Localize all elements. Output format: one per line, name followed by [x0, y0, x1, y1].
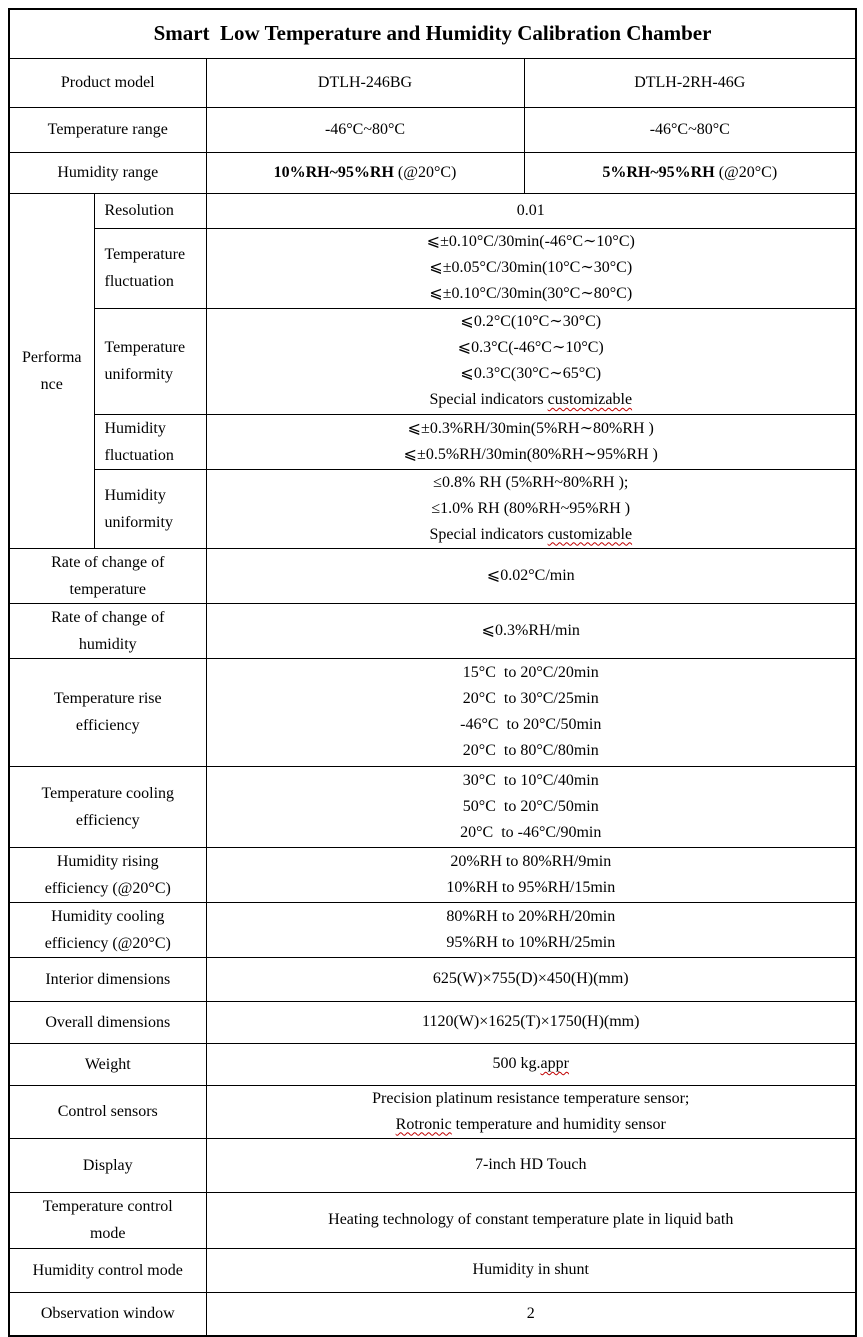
temperature-control-mode-label: Temperature control mode: [8, 1191, 207, 1249]
rate-change-humidity-value: ⩽0.3%RH/min: [205, 602, 857, 659]
humidity-control-mode-label: Humidity control mode: [8, 1247, 207, 1293]
rate-change-temperature-label: Rate of change of temperature: [8, 547, 207, 604]
spec-table: Smart Low Temperature and Humidity Calib…: [8, 8, 858, 1337]
weight-value: 500 kg.appr: [205, 1042, 857, 1086]
humidity-range-a-bold: 10%RH~95%RH: [273, 163, 394, 181]
control-sensors-value: Precision platinum resistance temperatur…: [205, 1084, 857, 1139]
humidity-range-a-rest: (@20°C): [393, 163, 457, 181]
humidity-range-label: Humidity range: [8, 151, 207, 194]
rate-change-humidity-label: Rate of change of humidity: [8, 602, 207, 659]
performance-label: Performa nce: [8, 192, 95, 549]
temperature-control-mode-value: Heating technology of constant temperatu…: [205, 1191, 857, 1249]
product-model-b: DTLH-2RH-46G: [523, 57, 857, 108]
rate-change-temperature-value: ⩽0.02°C/min: [205, 547, 857, 604]
resolution-value: 0.01: [205, 192, 857, 229]
temperature-rise-efficiency-label: Temperature rise efficiency: [8, 657, 207, 767]
temperature-fluctuation-label: Temperature fluctuation: [93, 227, 207, 309]
weight-label: Weight: [8, 1042, 207, 1086]
display-label: Display: [8, 1137, 207, 1193]
humidity-range-b-rest: (@20°C): [714, 163, 778, 181]
humidity-range-b-bold: 5%RH~95%RH: [602, 163, 715, 181]
page-title: Smart Low Temperature and Humidity Calib…: [8, 8, 857, 59]
humidity-cooling-efficiency-value: 80%RH to 20%RH/20min 95%RH to 10%RH/25mi…: [205, 901, 857, 958]
humidity-cooling-efficiency-label: Humidity cooling efficiency (@20°C): [8, 901, 207, 958]
humidity-uniformity-label: Humidity uniformity: [93, 468, 207, 549]
temperature-range-label: Temperature range: [8, 106, 207, 153]
humidity-control-mode-value: Humidity in shunt: [205, 1247, 857, 1293]
temperature-fluctuation-value: ⩽±0.10°C/30min(-46°C∼10°C) ⩽±0.05°C/30mi…: [205, 227, 857, 309]
display-value: 7-inch HD Touch: [205, 1137, 857, 1193]
temperature-cooling-efficiency-label: Temperature cooling efficiency: [8, 765, 207, 848]
observation-window-value: 2: [205, 1291, 857, 1337]
temperature-uniformity-label: Temperature uniformity: [93, 307, 207, 415]
humidity-fluctuation-value: ⩽±0.3%RH/30min(5%RH∼80%RH ) ⩽±0.5%RH/30m…: [205, 413, 857, 470]
temperature-uniformity-value: ⩽0.2°C(10°C∼30°C) ⩽0.3°C(-46°C∼10°C) ⩽0.…: [205, 307, 857, 415]
overall-dimensions-label: Overall dimensions: [8, 1000, 207, 1044]
interior-dimensions-value: 625(W)×755(D)×450(H)(mm): [205, 956, 857, 1002]
overall-dimensions-value: 1120(W)×1625(T)×1750(H)(mm): [205, 1000, 857, 1044]
humidity-range-a: 10%RH~95%RH (@20°C): [205, 151, 525, 194]
product-model-label: Product model: [8, 57, 207, 108]
humidity-fluctuation-label: Humidity fluctuation: [93, 413, 207, 470]
temperature-range-a: -46°C~80°C: [205, 106, 525, 153]
temperature-range-b: -46°C~80°C: [523, 106, 857, 153]
humidity-range-b: 5%RH~95%RH (@20°C): [523, 151, 857, 194]
interior-dimensions-label: Interior dimensions: [8, 956, 207, 1002]
temperature-cooling-efficiency-value: 30°C to 10°C/40min 50°C to 20°C/50min 20…: [205, 765, 857, 848]
control-sensors-label: Control sensors: [8, 1084, 207, 1139]
humidity-uniformity-value: ≤0.8% RH (5%RH~80%RH ); ≤1.0% RH (80%RH~…: [205, 468, 857, 549]
observation-window-label: Observation window: [8, 1291, 207, 1337]
temperature-rise-efficiency-value: 15°C to 20°C/20min 20°C to 30°C/25min -4…: [205, 657, 857, 767]
humidity-rising-efficiency-label: Humidity rising efficiency (@20°C): [8, 846, 207, 903]
humidity-rising-efficiency-value: 20%RH to 80%RH/9min 10%RH to 95%RH/15min: [205, 846, 857, 903]
resolution-label: Resolution: [93, 192, 207, 229]
product-model-a: DTLH-246BG: [205, 57, 525, 108]
